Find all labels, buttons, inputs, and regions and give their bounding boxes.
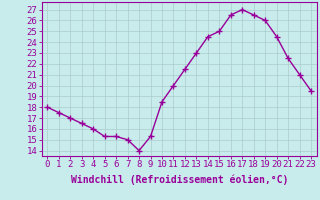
X-axis label: Windchill (Refroidissement éolien,°C): Windchill (Refroidissement éolien,°C) (70, 175, 288, 185)
